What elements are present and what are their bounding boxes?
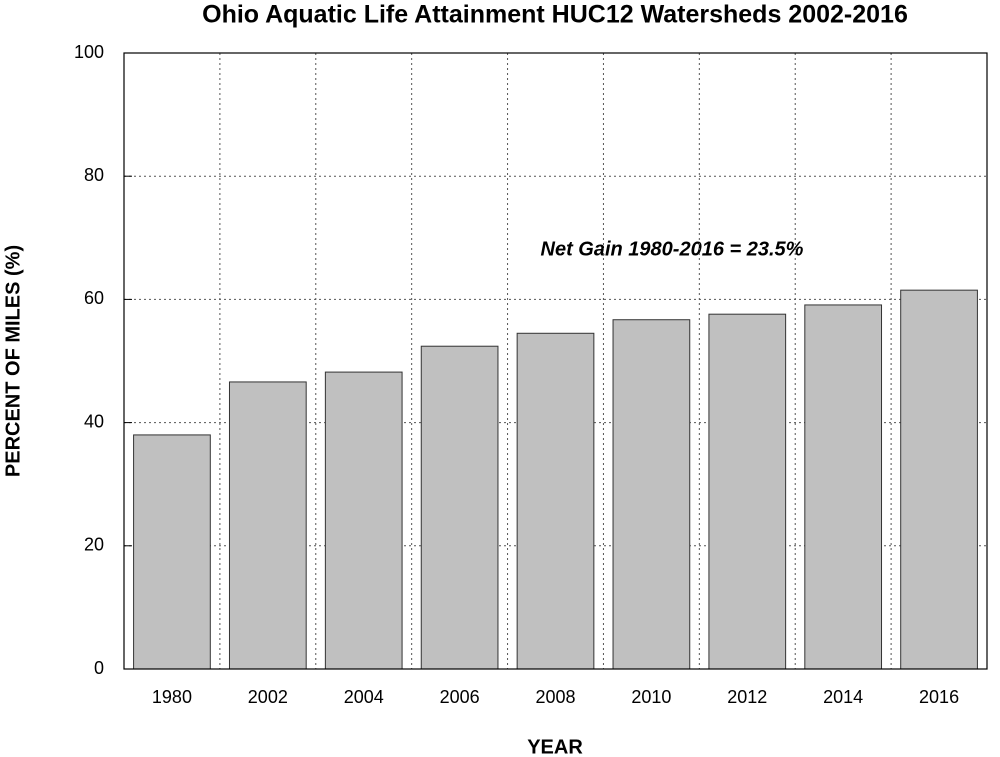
bar	[708, 313, 787, 670]
x-tick-label: 1980	[152, 687, 192, 707]
bar	[516, 332, 595, 670]
bar	[133, 434, 211, 670]
y-tick-label: 100	[74, 42, 104, 62]
x-tick-label: 2002	[248, 687, 288, 707]
x-tick-label: 2014	[823, 687, 863, 707]
bar	[324, 371, 403, 670]
x-tick-label: 2006	[440, 687, 480, 707]
plot-frame	[123, 52, 988, 670]
x-tick-label: 2004	[344, 687, 384, 707]
bar	[420, 345, 499, 670]
y-tick-label: 0	[94, 658, 104, 678]
x-tick-label: 2010	[631, 687, 671, 707]
bar	[900, 289, 978, 670]
x-axis-label: YEAR	[527, 736, 583, 757]
y-tick-label: 80	[84, 165, 104, 185]
y-tick-label: 20	[84, 535, 104, 555]
x-tick-label: 2016	[919, 687, 959, 707]
x-tick-label: 2008	[535, 687, 575, 707]
y-axis-label: PERCENT OF MILES (%)	[2, 245, 24, 477]
y-tick-label: 40	[84, 411, 104, 431]
y-tick-label: 60	[84, 288, 104, 308]
bar	[804, 304, 883, 670]
chart-title: Ohio Aquatic Life Attainment HUC12 Water…	[202, 1, 908, 29]
bar	[612, 319, 691, 670]
annotation: Net Gain 1980-2016 = 23.5%	[541, 238, 804, 260]
x-tick-label: 2012	[727, 687, 767, 707]
bar	[228, 381, 307, 670]
